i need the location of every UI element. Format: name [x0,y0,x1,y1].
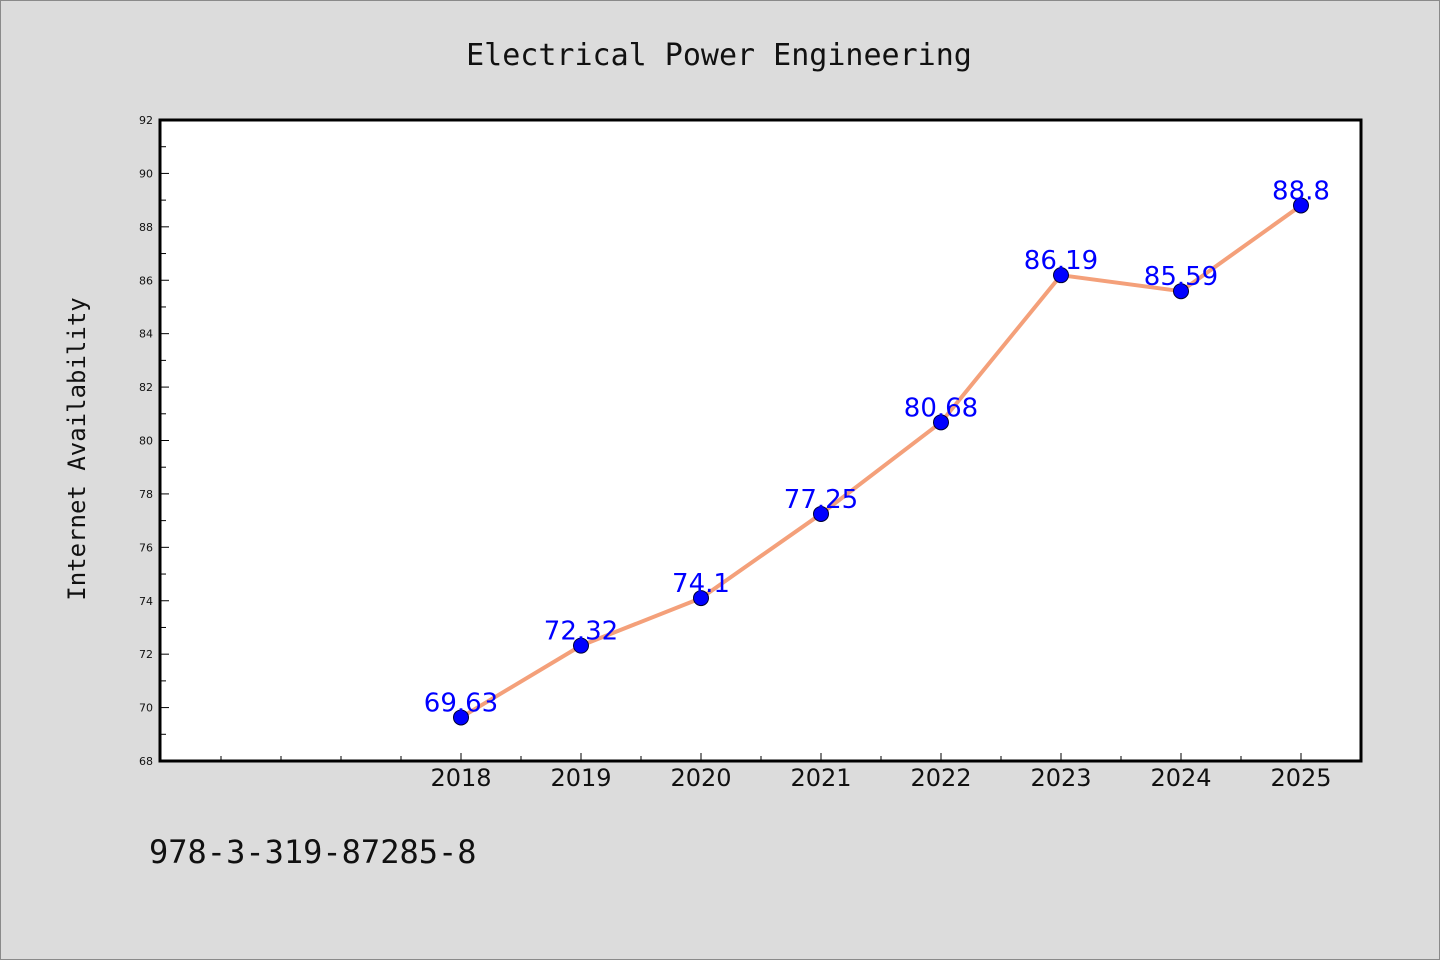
y-tick-label: 70 [139,702,153,715]
y-tick-label: 68 [139,755,153,768]
x-tick-label: 2023 [1030,764,1091,792]
data-point [453,709,469,726]
axis-ticks: 68 70 72 74 76 78 80 82 84 86 88 90 92 2018 2019 2020 20… [139,114,1332,792]
data-labels: 69.63 72.32 74.1 77.25 80.68 86.19 85.59 88.8 [424,176,1330,718]
data-label: 69.63 [424,688,498,718]
data-point [1053,267,1069,284]
y-tick-label: 72 [139,648,153,661]
data-point [933,414,949,431]
y-tick-label: 88 [139,221,153,234]
data-point [1173,283,1189,300]
y-tick-label: 92 [139,114,153,127]
series-line [459,203,1303,720]
y-tick-label: 90 [139,167,153,180]
data-point [1293,197,1309,214]
data-label: 74.1 [672,569,730,599]
data-label: 86.19 [1024,246,1098,276]
x-tick-label: 2025 [1270,764,1331,792]
data-label: 72.32 [544,617,618,647]
y-tick-label: 76 [139,541,153,554]
y-tick-label: 86 [139,274,153,287]
isbn-text: 978-3-319-87285-8 [149,833,477,871]
y-tick-label: 78 [139,488,153,501]
y-tick-label: 74 [139,595,153,608]
series-markers [453,197,1309,726]
data-point [813,505,829,522]
y-tick-label: 80 [139,435,153,448]
y-tick-label: 82 [139,381,153,394]
chart-title: Electrical Power Engineering [466,38,972,73]
y-axis-label: Internet Availability [63,297,91,600]
data-label: 77.25 [784,485,858,515]
data-point [693,590,709,607]
x-tick-label: 2018 [430,764,491,792]
data-label: 88.8 [1272,176,1330,206]
x-tick-label: 2022 [910,764,971,792]
y-tick-label: 84 [139,328,153,341]
x-tick-label: 2019 [550,764,611,792]
data-label: 80.68 [904,393,978,423]
data-point [573,637,589,654]
data-label: 85.59 [1144,262,1218,292]
x-tick-label: 2024 [1150,764,1211,792]
plot-area [160,120,1361,761]
x-tick-label: 2020 [670,764,731,792]
plot-frame [158,118,1363,763]
x-tick-label: 2021 [790,764,851,792]
